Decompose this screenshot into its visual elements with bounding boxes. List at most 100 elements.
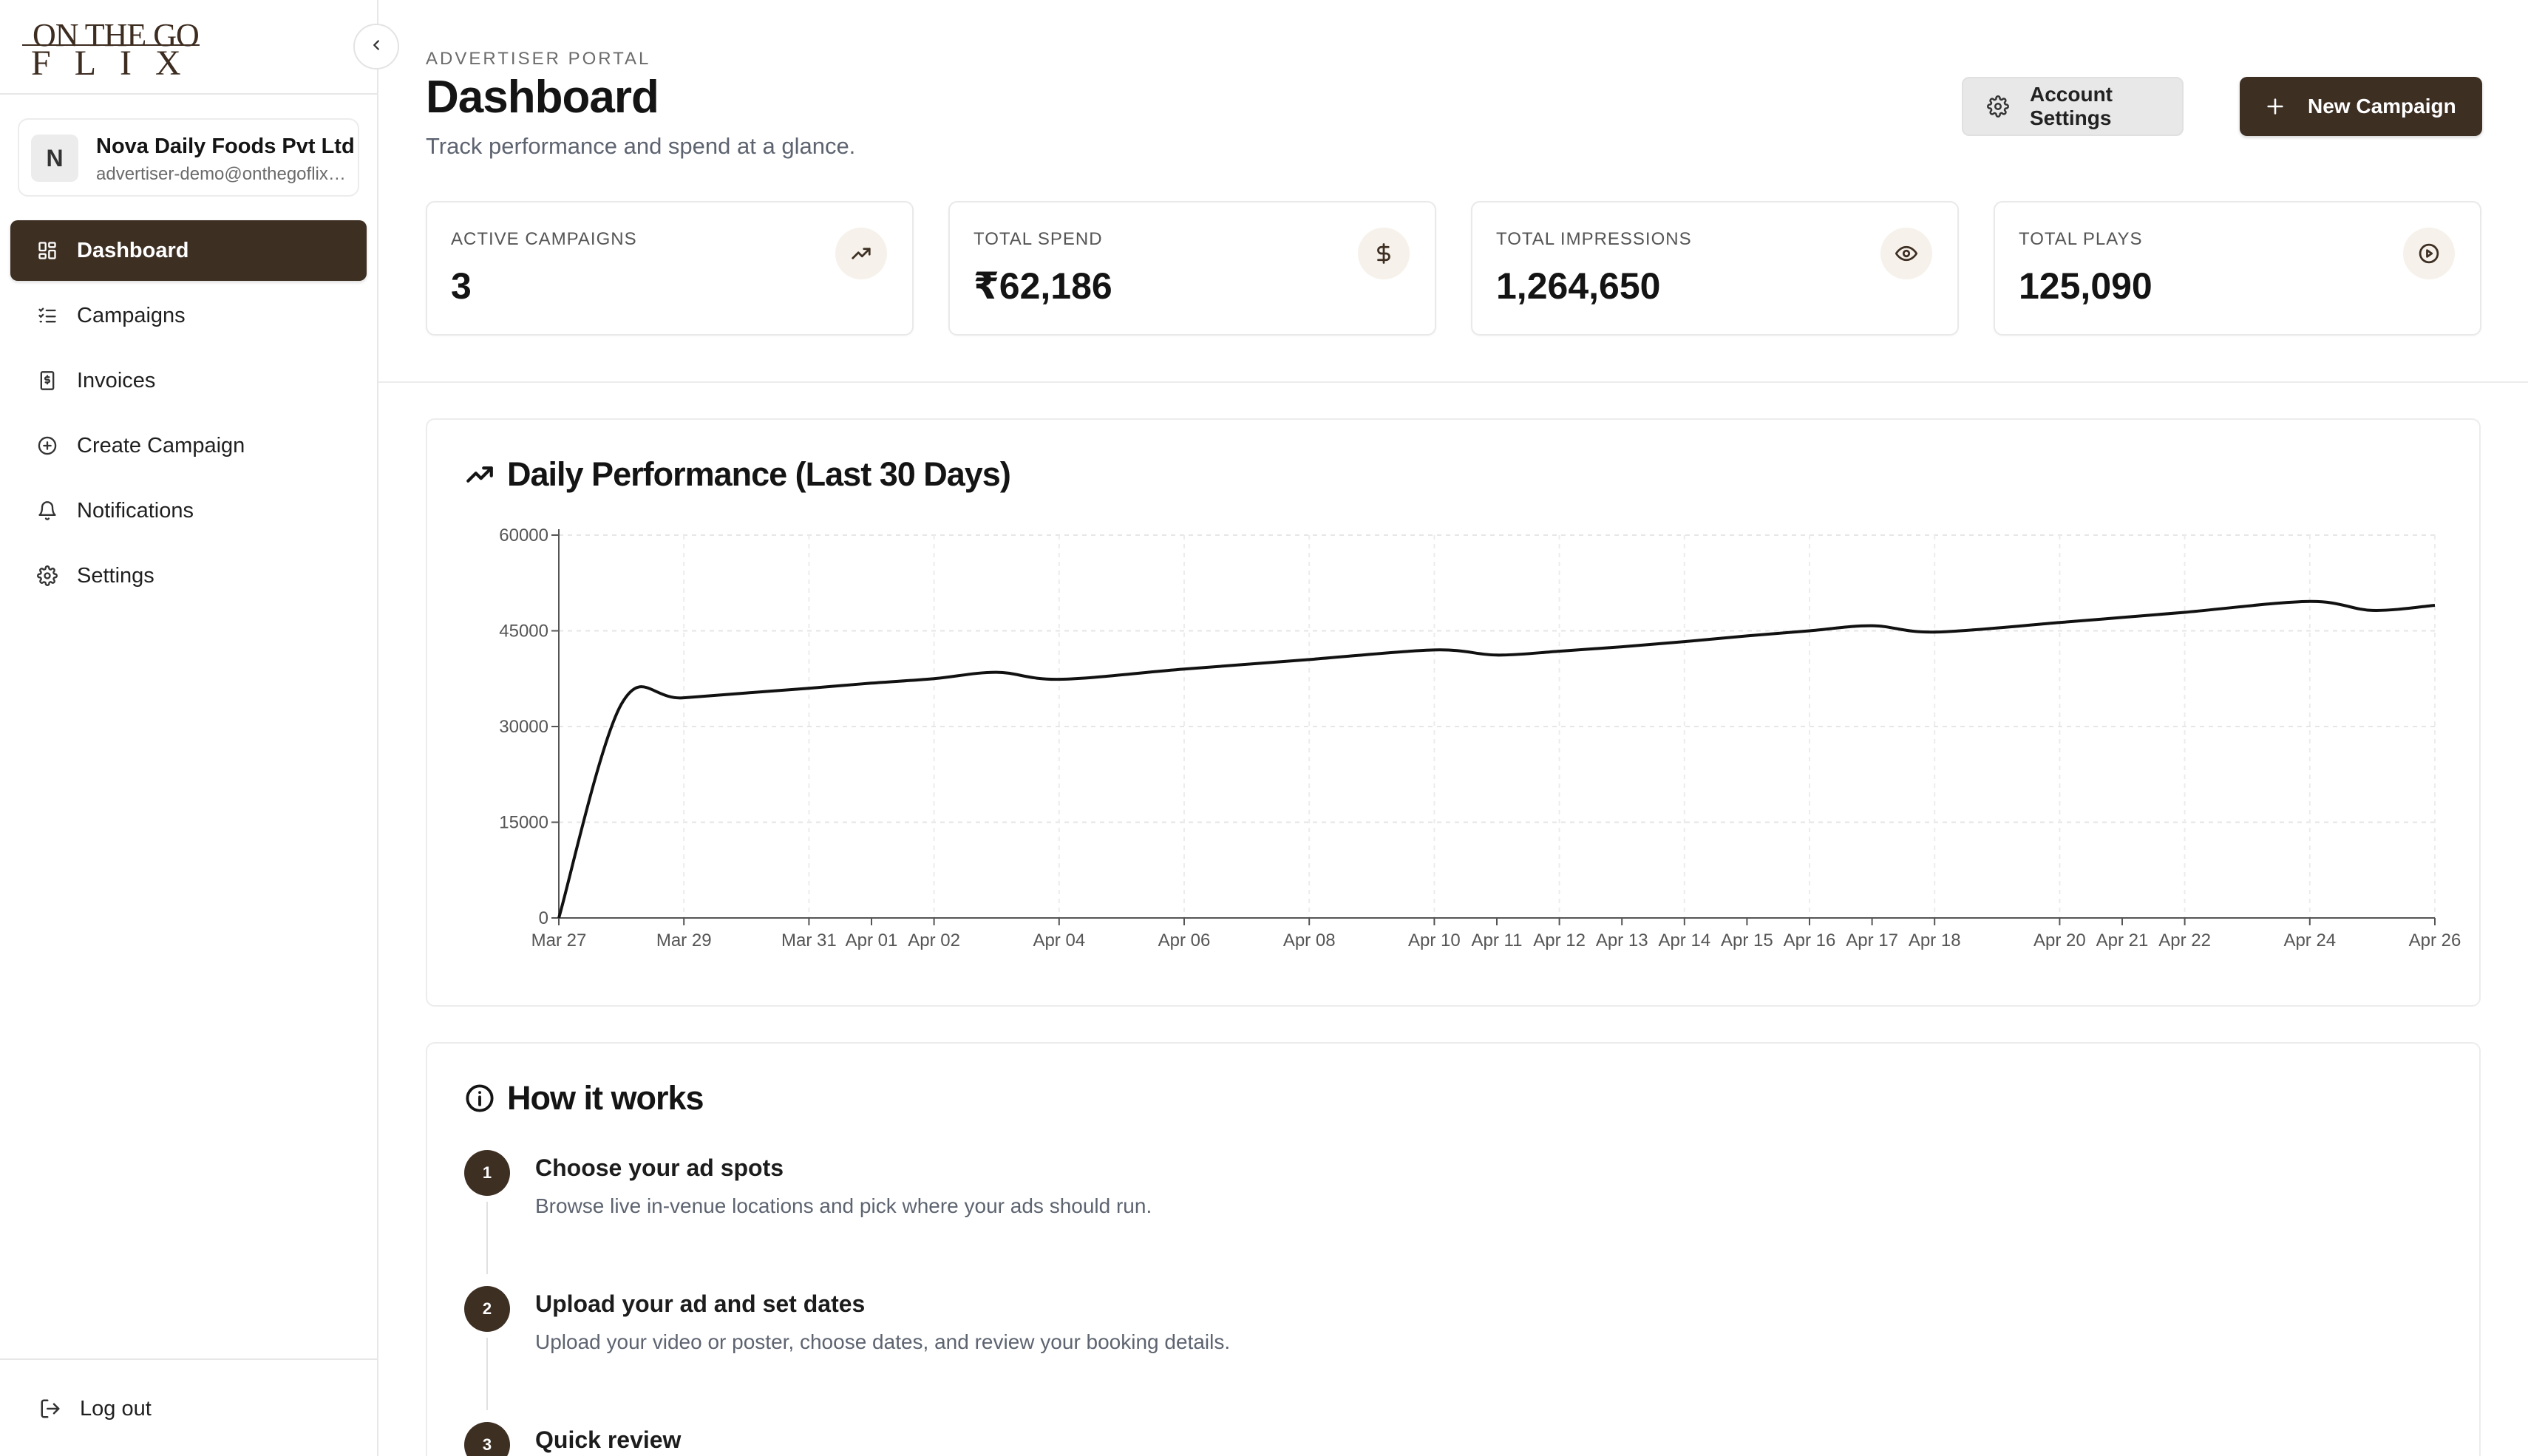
y-tick-label: 30000	[499, 717, 548, 737]
bell-icon	[35, 499, 59, 523]
step-title: Upload your ad and set dates	[535, 1290, 866, 1317]
stat-value: 125,090	[2019, 265, 2152, 307]
sidebar-item-notifications[interactable]: Notifications	[10, 480, 367, 541]
brand-logo-line2: FLIX	[31, 44, 205, 83]
x-tick-label: Apr 22	[2158, 931, 2211, 950]
series-line	[557, 599, 2436, 919]
x-tick-label: Apr 15	[1721, 931, 1773, 950]
stat-value: 3	[451, 265, 472, 307]
y-tick-label: 60000	[499, 525, 548, 545]
sidebar-item-label: Campaigns	[77, 303, 186, 327]
logo-bar: ON THE GO FLIX	[0, 0, 377, 95]
stat-card-total-impressions: TOTAL IMPRESSIONS 1,264,650	[1471, 201, 1959, 336]
performance-line-chart: 0 15000 30000 45000 60000 Mar 27 Mar 29 Mar 31 A…	[499, 525, 2461, 950]
x-tick-label: Apr 18	[1909, 931, 1961, 950]
receipt-icon	[35, 369, 59, 392]
stat-value: ₹62,186	[974, 265, 1112, 307]
play-circle-icon	[2403, 228, 2455, 279]
x-tick-label: Mar 27	[531, 931, 587, 950]
sidebar-nav: Dashboard Campaigns Invoices Create Camp…	[10, 220, 367, 610]
avatar: N	[31, 135, 78, 182]
x-tick-label: Mar 31	[781, 931, 837, 950]
brand-logo[interactable]: ON THE GO FLIX	[22, 16, 200, 83]
chart-title-text: Daily Performance (Last 30 Days)	[507, 455, 1011, 493]
account-email: advertiser-demo@onthegoflix.com	[96, 164, 347, 184]
x-tick-label: Mar 29	[656, 931, 712, 950]
step-number: 3	[464, 1422, 510, 1456]
new-campaign-button[interactable]: New Campaign	[2240, 77, 2482, 136]
chart-title: Daily Performance (Last 30 Days)	[464, 455, 1011, 494]
x-tick-label: Apr 17	[1846, 931, 1898, 950]
sidebar-item-create-campaign[interactable]: Create Campaign	[10, 415, 367, 476]
x-tick-label: Apr 10	[1408, 931, 1461, 950]
account-name: Nova Daily Foods Pvt Ltd	[96, 135, 355, 158]
sidebar-item-campaigns[interactable]: Campaigns	[10, 285, 367, 346]
step-connector	[486, 1338, 488, 1410]
collapse-sidebar-button[interactable]	[353, 24, 399, 69]
page-title: Dashboard	[426, 72, 659, 123]
logout-label: Log out	[80, 1396, 152, 1421]
y-tick-label: 0	[539, 908, 548, 928]
daily-performance-card: Daily Performance (Last 30 Days) 0 15000 3…	[426, 418, 2481, 1007]
step-title: Choose your ad spots	[535, 1154, 784, 1181]
sidebar-item-settings[interactable]: Settings	[10, 545, 367, 606]
chevron-left-icon	[368, 37, 384, 57]
sidebar-item-label: Notifications	[77, 498, 194, 523]
gear-icon	[1987, 95, 2009, 118]
new-campaign-label: New Campaign	[2308, 95, 2456, 118]
account-card[interactable]: N Nova Daily Foods Pvt Ltd advertiser-de…	[18, 118, 359, 197]
sidebar-footer: Log out	[0, 1358, 377, 1456]
sidebar: ON THE GO FLIX N Nova Daily Foods Pvt Lt…	[0, 0, 399, 1456]
logout-button[interactable]: Log out	[37, 1395, 152, 1422]
x-tick-label: Apr 20	[2033, 931, 2086, 950]
stat-card-active-campaigns: ACTIVE CAMPAIGNS 3	[426, 201, 914, 336]
stat-label: TOTAL IMPRESSIONS	[1496, 229, 1692, 249]
x-tick-label: Apr 26	[2409, 931, 2461, 950]
grid-icon	[35, 239, 59, 262]
main-content: ADVERTISER PORTAL Dashboard Track perfor…	[378, 0, 2528, 1456]
sidebar-item-label: Invoices	[77, 368, 156, 392]
y-tick-label: 45000	[499, 622, 548, 642]
page-subtitle: Track performance and spend at a glance.	[426, 133, 856, 159]
list-check-icon	[35, 304, 59, 327]
x-tick-label: Apr 24	[2283, 931, 2336, 950]
x-tick-label: Apr 08	[1283, 931, 1336, 950]
x-tick-label: Apr 01	[846, 931, 898, 950]
sidebar-item-label: Settings	[77, 563, 154, 588]
x-tick-label: Apr 06	[1158, 931, 1211, 950]
y-tick-label: 15000	[499, 813, 548, 833]
brand-logo-rule	[22, 44, 200, 46]
x-tick-label: Apr 04	[1033, 931, 1085, 950]
eye-icon	[1880, 228, 1932, 279]
plus-icon	[2265, 96, 2286, 117]
account-settings-button[interactable]: Account Settings	[1962, 77, 2184, 136]
sidebar-item-invoices[interactable]: Invoices	[10, 350, 367, 411]
stat-label: TOTAL SPEND	[974, 229, 1103, 249]
stat-label: ACTIVE CAMPAIGNS	[451, 229, 637, 249]
sidebar-item-label: Create Campaign	[77, 433, 245, 457]
stat-card-total-plays: TOTAL PLAYS 125,090	[1994, 201, 2481, 336]
stat-card-total-spend: TOTAL SPEND ₹62,186	[948, 201, 1436, 336]
step-number: 1	[464, 1150, 510, 1196]
step-number: 2	[464, 1286, 510, 1332]
how-it-works-title-text: How it works	[507, 1079, 704, 1117]
stat-value: 1,264,650	[1496, 265, 1661, 307]
info-icon	[464, 1083, 495, 1114]
step-title: Quick review	[535, 1426, 682, 1453]
brand-logo-line1: ON THE GO	[33, 17, 200, 53]
plus-circle-icon	[35, 434, 59, 457]
x-tick-label: Apr 16	[1784, 931, 1836, 950]
logout-icon	[37, 1395, 64, 1422]
page-eyebrow: ADVERTISER PORTAL	[426, 49, 651, 69]
trending-up-icon	[464, 459, 495, 490]
x-tick-label: Apr 21	[2096, 931, 2149, 950]
page-header: ADVERTISER PORTAL Dashboard Track perfor…	[378, 0, 2528, 383]
how-it-works-card: How it works 1 Choose your ad spots Brow…	[426, 1042, 2481, 1456]
x-tick-label: Apr 02	[908, 931, 960, 950]
x-tick-label: Apr 12	[1533, 931, 1586, 950]
how-it-works-title: How it works	[464, 1079, 704, 1117]
trending-up-icon	[835, 228, 887, 279]
step-description: Upload your video or poster, choose date…	[535, 1330, 1231, 1353]
account-settings-label: Account Settings	[2030, 83, 2113, 129]
sidebar-item-dashboard[interactable]: Dashboard	[10, 220, 367, 281]
